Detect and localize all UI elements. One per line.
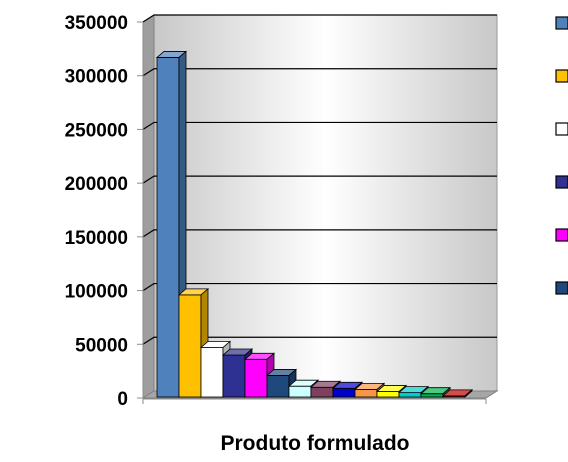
y-tick-label: 250000 [65,120,128,141]
bar-front [398,392,422,398]
gridline [142,68,497,77]
bar-side [464,388,473,398]
bar-front [156,57,180,398]
bar-front [200,347,224,398]
legend-swatch [555,16,568,30]
gridline [142,14,497,23]
gridline [142,175,497,184]
y-axis-ticks: 0 50000 100000 150000 200000 250000 300000 3500… [65,13,144,410]
y-tick-label: 200000 [65,174,128,195]
y-tick-label: 300000 [65,67,128,88]
bar-front [310,386,334,398]
gridline [142,282,497,292]
gridline [142,229,497,238]
back-wall [153,14,498,392]
bar-front [332,387,356,398]
legend-swatch [555,175,568,189]
gridline [142,336,497,345]
y-tick-label: 150000 [65,228,128,249]
bar [441,388,474,398]
legend-swatch [555,228,568,242]
plot-walls [141,14,499,404]
y-tick-label: 50000 [75,335,128,356]
y-tick-label: 350000 [65,13,128,34]
y-tick-label: 100000 [65,282,128,303]
bar-front [244,358,268,398]
bar-front [178,294,202,398]
bars [155,50,474,398]
bar-front [222,354,246,398]
legend-swatch [555,281,568,295]
gridline [142,121,497,130]
bar-front [420,393,444,398]
x-axis-label: Produto formulado [221,432,410,455]
bar-front [376,391,400,398]
bar-front [354,389,378,398]
bar-front [266,375,290,398]
y-tick-label: 0 [117,389,128,410]
legend [555,16,568,295]
legend-swatch [555,69,568,83]
legend-swatch [555,122,568,136]
bar-front [288,385,312,398]
gridlines [142,14,497,345]
